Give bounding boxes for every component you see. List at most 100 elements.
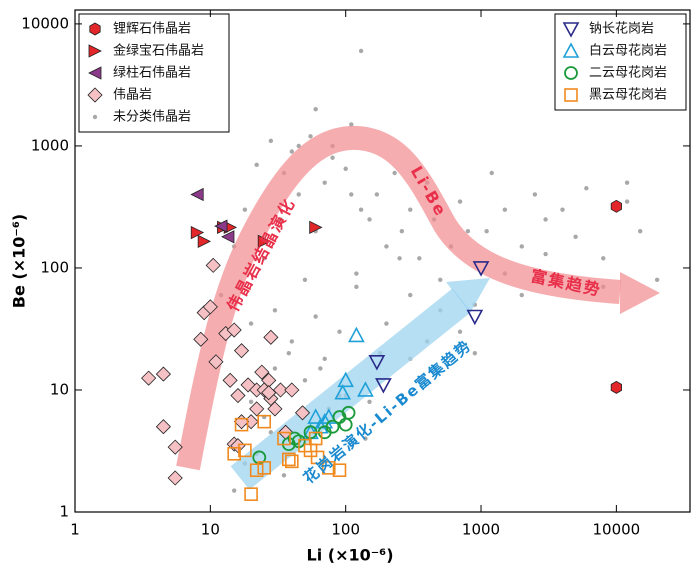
point xyxy=(332,410,347,424)
point xyxy=(408,207,413,212)
x-tick-label: 10000 xyxy=(593,521,641,539)
point xyxy=(637,229,643,234)
point xyxy=(286,351,292,356)
point xyxy=(284,382,300,398)
point xyxy=(384,321,389,326)
point xyxy=(197,234,212,249)
point xyxy=(141,370,157,386)
point xyxy=(307,408,324,424)
point xyxy=(308,134,313,139)
point xyxy=(457,199,463,204)
point xyxy=(325,419,340,434)
point xyxy=(573,234,578,240)
arrow-head xyxy=(446,278,490,313)
point xyxy=(230,387,246,404)
point xyxy=(214,219,228,233)
point xyxy=(230,438,246,454)
point xyxy=(254,364,270,380)
point xyxy=(489,170,494,176)
trend-arrows xyxy=(176,126,660,490)
point xyxy=(263,329,279,345)
x-tick-label: 1000 xyxy=(462,521,500,539)
point xyxy=(193,331,209,347)
point xyxy=(484,229,489,234)
point xyxy=(88,66,102,80)
legend-label: 黑云母花岗岩 xyxy=(589,87,667,103)
point xyxy=(330,155,335,160)
point xyxy=(233,343,250,359)
y-tick-label: 10000 xyxy=(21,14,69,32)
point xyxy=(278,217,283,222)
point xyxy=(318,366,323,371)
point xyxy=(584,186,589,191)
point xyxy=(302,277,308,282)
point xyxy=(343,166,348,171)
legend-label: 伟晶岩 xyxy=(113,88,152,103)
point xyxy=(285,454,299,469)
point xyxy=(349,122,354,127)
point xyxy=(155,366,171,382)
point xyxy=(289,339,295,344)
point xyxy=(472,351,478,356)
granite-trend-arrow xyxy=(230,288,472,490)
point xyxy=(562,22,580,38)
point xyxy=(519,244,524,249)
point xyxy=(408,292,413,298)
point xyxy=(564,88,578,102)
point xyxy=(560,207,565,212)
legend-label: 钠长花岗岩 xyxy=(589,21,654,37)
point xyxy=(375,378,392,394)
legend-label: 金绿宝石伟晶岩 xyxy=(113,43,204,59)
point xyxy=(349,192,354,197)
point xyxy=(337,371,355,388)
point xyxy=(221,230,235,244)
point xyxy=(155,419,171,435)
legend-label: 绿柱石伟晶岩 xyxy=(113,66,191,81)
point xyxy=(296,192,301,197)
point xyxy=(532,192,538,197)
point xyxy=(294,405,311,421)
point xyxy=(313,106,318,112)
point xyxy=(624,199,630,204)
legend-label: 二云母花岗岩 xyxy=(589,65,667,81)
point xyxy=(337,329,342,334)
point xyxy=(272,382,289,398)
arrow-head xyxy=(620,272,660,314)
point xyxy=(465,229,471,234)
x-tick-label: 1 xyxy=(70,521,80,539)
point xyxy=(242,207,248,212)
point xyxy=(272,308,278,313)
point xyxy=(543,251,548,257)
point xyxy=(354,284,359,290)
point xyxy=(397,256,402,261)
point xyxy=(272,366,278,371)
point xyxy=(238,443,252,458)
point xyxy=(277,431,291,446)
point xyxy=(248,321,254,326)
point xyxy=(303,443,318,458)
point xyxy=(261,256,267,261)
point xyxy=(296,143,301,149)
point xyxy=(87,87,103,103)
point xyxy=(363,436,368,441)
point xyxy=(268,138,274,144)
point xyxy=(92,114,98,120)
point xyxy=(282,452,296,467)
point xyxy=(257,414,271,429)
y-tick-label: 1000 xyxy=(31,136,69,154)
point xyxy=(322,180,327,185)
point xyxy=(190,225,205,240)
point xyxy=(89,22,101,36)
x-axis-title: Li (×10⁻⁶) xyxy=(307,546,394,565)
y-tick-label: 100 xyxy=(40,258,69,276)
point xyxy=(257,461,271,475)
point xyxy=(367,399,372,405)
point xyxy=(249,463,264,478)
point xyxy=(334,384,352,400)
point xyxy=(457,329,463,334)
point xyxy=(167,439,183,455)
point xyxy=(302,378,308,383)
legend-label: 锂辉石伟晶岩 xyxy=(113,22,191,37)
point xyxy=(348,326,365,343)
